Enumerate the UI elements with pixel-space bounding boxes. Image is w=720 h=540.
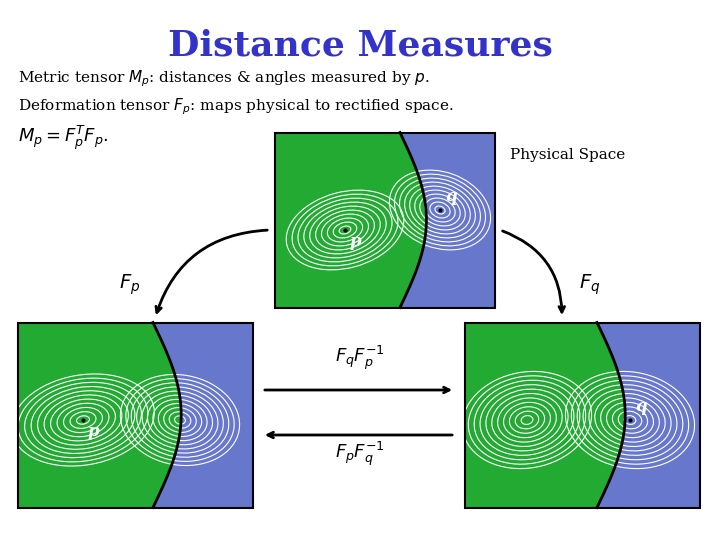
- Bar: [464, 322, 700, 508]
- Text: q: q: [635, 398, 647, 415]
- Bar: [275, 132, 495, 307]
- Bar: [464, 322, 700, 508]
- Polygon shape: [17, 322, 253, 508]
- Bar: [17, 322, 253, 508]
- Polygon shape: [275, 132, 495, 307]
- Polygon shape: [464, 322, 700, 508]
- Bar: [17, 322, 253, 508]
- Bar: [17, 322, 253, 508]
- Bar: [275, 132, 495, 307]
- Text: $F_q F_p^{-1}$: $F_q F_p^{-1}$: [335, 343, 385, 372]
- Bar: [17, 322, 253, 508]
- Bar: [464, 322, 700, 508]
- Text: Deformation tensor $F_p$: maps physical to rectified space.: Deformation tensor $F_p$: maps physical …: [18, 96, 454, 117]
- Polygon shape: [597, 322, 700, 508]
- Bar: [275, 132, 495, 307]
- Bar: [464, 322, 700, 508]
- Bar: [275, 132, 495, 307]
- Text: $F_q$: $F_q$: [580, 273, 600, 297]
- Text: Distance Measures: Distance Measures: [168, 28, 552, 62]
- Bar: [464, 322, 700, 508]
- Bar: [275, 132, 495, 307]
- Bar: [17, 322, 253, 508]
- Bar: [17, 322, 253, 508]
- Bar: [17, 322, 253, 508]
- Bar: [17, 322, 253, 508]
- Bar: [17, 322, 253, 508]
- Bar: [464, 322, 700, 508]
- Bar: [275, 132, 495, 307]
- Bar: [17, 322, 253, 508]
- Text: q: q: [445, 188, 456, 205]
- Bar: [464, 322, 700, 508]
- Text: $F_p F_q^{-1}$: $F_p F_q^{-1}$: [335, 440, 385, 468]
- Bar: [464, 322, 700, 508]
- Bar: [464, 322, 700, 508]
- Bar: [464, 322, 700, 508]
- Bar: [464, 322, 700, 508]
- Bar: [464, 322, 700, 508]
- Bar: [464, 322, 700, 508]
- Bar: [275, 132, 495, 307]
- Bar: [17, 322, 253, 508]
- Bar: [275, 132, 495, 307]
- Bar: [275, 132, 495, 307]
- Bar: [464, 322, 700, 508]
- Bar: [275, 132, 495, 307]
- Bar: [275, 132, 495, 307]
- Bar: [275, 132, 495, 307]
- Bar: [17, 322, 253, 508]
- Bar: [275, 132, 495, 307]
- Polygon shape: [400, 132, 495, 307]
- Text: Physical Space: Physical Space: [510, 148, 625, 162]
- Bar: [17, 322, 253, 508]
- Bar: [17, 322, 253, 508]
- Bar: [275, 132, 495, 307]
- Bar: [275, 132, 495, 307]
- Bar: [17, 322, 253, 508]
- Bar: [464, 322, 700, 508]
- Bar: [275, 132, 495, 307]
- Polygon shape: [153, 322, 253, 508]
- Text: p: p: [88, 423, 99, 440]
- Bar: [275, 132, 495, 307]
- Bar: [464, 322, 700, 508]
- Bar: [17, 322, 253, 508]
- Bar: [17, 322, 253, 508]
- Bar: [17, 322, 253, 508]
- Bar: [17, 322, 253, 508]
- Bar: [464, 322, 700, 508]
- Text: $F_p$: $F_p$: [120, 273, 140, 297]
- Text: p: p: [350, 233, 361, 250]
- Bar: [17, 322, 253, 508]
- Bar: [464, 322, 700, 508]
- Bar: [464, 322, 700, 508]
- Bar: [17, 322, 253, 508]
- Bar: [17, 322, 253, 508]
- Text: $M_p = F_p^T F_p.$: $M_p = F_p^T F_p.$: [18, 124, 109, 152]
- Text: Metric tensor $M_p$: distances & angles measured by $p$.: Metric tensor $M_p$: distances & angles …: [18, 68, 430, 89]
- Bar: [464, 322, 700, 508]
- Bar: [275, 132, 495, 307]
- Bar: [464, 322, 700, 508]
- Bar: [464, 322, 700, 508]
- Bar: [275, 132, 495, 307]
- Bar: [275, 132, 495, 307]
